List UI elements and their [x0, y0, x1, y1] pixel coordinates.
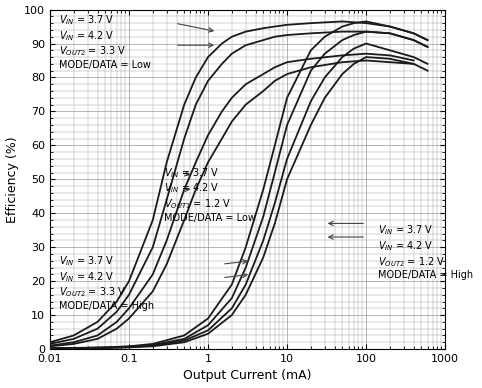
Text: $V_{IN}$ = 3.7 V
$V_{IN}$ = 4.2 V
$V_{OUT2}$ = 3.3 V
MODE/DATA = Low: $V_{IN}$ = 3.7 V $V_{IN}$ = 4.2 V $V_{OU…	[59, 13, 151, 70]
Y-axis label: Efficiency (%): Efficiency (%)	[6, 136, 18, 223]
Text: $V_{IN}$ = 3.7 V
$V_{IN}$ = 4.2 V
$V_{OUT2}$ = 3.3 V
MODE/DATA = High: $V_{IN}$ = 3.7 V $V_{IN}$ = 4.2 V $V_{OU…	[59, 254, 154, 311]
Text: $V_{IN}$ = 3.7 V
$V_{IN}$ = 4.2 V
$V_{OUT1}$ = 1.2 V
MODE/DATA = Low: $V_{IN}$ = 3.7 V $V_{IN}$ = 4.2 V $V_{OU…	[164, 166, 256, 223]
Text: $V_{IN}$ = 3.7 V
$V_{IN}$ = 4.2 V
$V_{OUT2}$ = 1.2 V
MODE/DATA = High: $V_{IN}$ = 3.7 V $V_{IN}$ = 4.2 V $V_{OU…	[377, 223, 473, 281]
X-axis label: Output Current (mA): Output Current (mA)	[183, 369, 312, 383]
